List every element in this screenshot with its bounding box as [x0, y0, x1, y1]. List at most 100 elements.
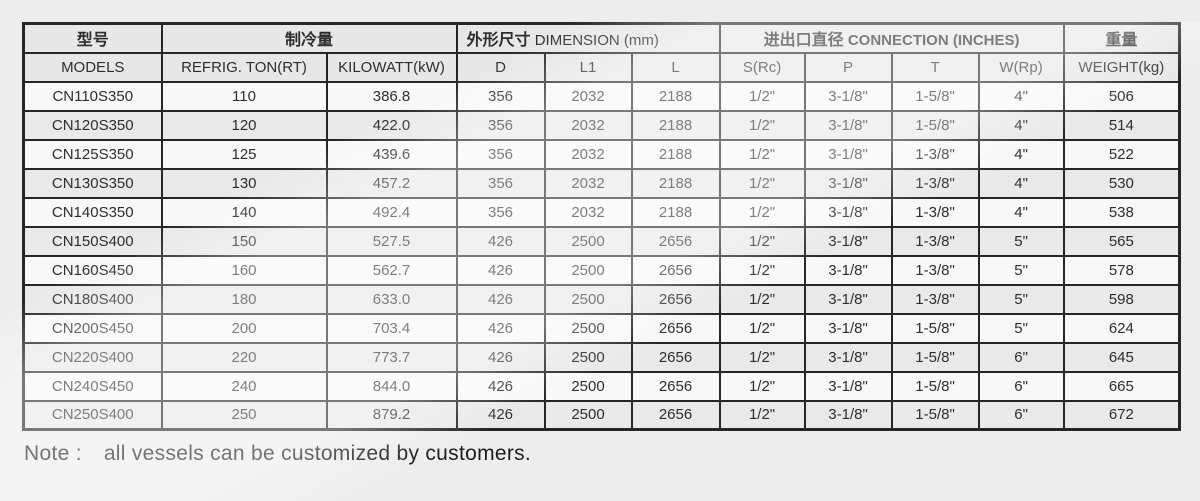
value-cell: 240 [160, 370, 328, 402]
value-cell: 633.0 [325, 283, 458, 315]
value-cell: 1/2" [718, 196, 806, 228]
table-row: CN130S350 130 457.2 356 2032 2188 1/2" 3-1/8" 1-… [22, 167, 1181, 199]
header-dimension-group: 外形尺寸 DIMENSION (mm) [455, 22, 721, 54]
value-cell: 2656 [630, 254, 721, 286]
model-cell: CN200S450 [22, 312, 163, 344]
value-cell: 492.4 [325, 196, 458, 228]
value-cell: 4" [977, 196, 1065, 228]
header-cooling-zh-label: 制冷量 [285, 32, 334, 50]
value-cell: 426 [455, 225, 546, 257]
model-cell: CN250S400 [22, 399, 163, 431]
value-cell: 2500 [543, 225, 633, 257]
value-cell: 1-5/8" [890, 399, 980, 431]
value-cell: 527.5 [325, 225, 458, 257]
col-weight-kg: WEIGHT(kg) [1062, 51, 1181, 83]
value-cell: 356 [455, 109, 546, 141]
value-cell: 1-5/8" [890, 109, 980, 141]
model-cell: CN130S350 [22, 167, 163, 199]
value-cell: 1-3/8" [890, 196, 980, 228]
value-cell: 1-5/8" [890, 312, 980, 344]
value-cell: 5" [977, 254, 1065, 286]
value-cell: 3-1/8" [803, 225, 893, 257]
value-cell: 1/2" [718, 109, 806, 141]
value-cell: 250 [160, 399, 328, 431]
value-cell: 2656 [630, 312, 721, 344]
value-cell: 426 [455, 283, 546, 315]
value-cell: 2656 [630, 370, 721, 402]
value-cell: 530 [1062, 167, 1181, 199]
model-cell: CN110S350 [22, 80, 163, 112]
value-cell: 2032 [543, 196, 633, 228]
value-cell: 1-3/8" [890, 283, 980, 315]
value-cell: 2656 [630, 225, 721, 257]
model-cell: CN180S400 [22, 283, 163, 315]
model-cell: CN125S350 [22, 138, 163, 170]
model-cell: CN120S350 [22, 109, 163, 141]
header-dimension-zh-label: 外形尺寸 [466, 32, 531, 50]
value-cell: 356 [455, 196, 546, 228]
value-cell: 3-1/8" [803, 109, 893, 141]
value-cell: 1-3/8" [890, 138, 980, 170]
value-cell: 2188 [630, 109, 721, 141]
value-cell: 180 [160, 283, 328, 315]
value-cell: 506 [1062, 80, 1181, 112]
value-cell: 2500 [543, 399, 633, 431]
table-row: CN180S400 180 633.0 426 2500 2656 1/2" 3-1/8" 1-… [22, 283, 1181, 315]
value-cell: 624 [1062, 312, 1181, 344]
value-cell: 1-3/8" [890, 167, 980, 199]
value-cell: 2032 [543, 167, 633, 199]
table-row: CN240S450 240 844.0 426 2500 2656 1/2" 3-1/8" 1-… [22, 370, 1181, 402]
table-row: CN140S350 140 492.4 356 2032 2188 1/2" 3-1/8" 1-… [22, 196, 1181, 228]
value-cell: 386.8 [325, 80, 458, 112]
value-cell: 3-1/8" [803, 399, 893, 431]
value-cell: 1/2" [718, 167, 806, 199]
value-cell: 1/2" [718, 225, 806, 257]
table-row: CN120S350 120 422.0 356 2032 2188 1/2" 3-1/8" 1-… [22, 109, 1181, 141]
value-cell: 426 [455, 312, 546, 344]
value-cell: 1/2" [718, 138, 806, 170]
product-spec-table: 型号 制冷量 外形尺寸 DIMENSION (mm) 进出口直径 CONNECT… [22, 22, 1182, 431]
value-cell: 4" [977, 138, 1065, 170]
value-cell: 1/2" [718, 80, 806, 112]
model-cell: CN220S400 [22, 341, 163, 373]
col-l1: L1 [543, 51, 633, 83]
value-cell: 1/2" [718, 399, 806, 431]
value-cell: 2656 [630, 283, 721, 315]
value-cell: 3-1/8" [803, 370, 893, 402]
header-cooling-group: 制冷量 [160, 22, 458, 54]
value-cell: 1/2" [718, 283, 806, 315]
value-cell: 598 [1062, 283, 1181, 315]
table-body: CN110S350 110 386.8 356 2032 2188 1/2" 3-1/8" 1-… [22, 80, 1181, 431]
value-cell: 5" [977, 225, 1065, 257]
table-row: CN220S400 220 773.7 426 2500 2656 1/2" 3-1/8" 1-… [22, 341, 1181, 373]
table-row: CN125S350 125 439.6 356 2032 2188 1/2" 3-1/8" 1-… [22, 138, 1181, 170]
value-cell: 1-3/8" [890, 254, 980, 286]
value-cell: 703.4 [325, 312, 458, 344]
col-w-rp: W(Rp) [977, 51, 1065, 83]
header-dimension-en-label: DIMENSION (mm) [534, 32, 659, 50]
value-cell: 2656 [630, 341, 721, 373]
value-cell: 3-1/8" [803, 341, 893, 373]
note-prefix: Note : [24, 442, 82, 465]
table-row: CN250S400 250 879.2 426 2500 2656 1/2" 3-1/8" 1-… [22, 399, 1181, 431]
value-cell: 120 [160, 109, 328, 141]
value-cell: 2500 [543, 283, 633, 315]
value-cell: 879.2 [325, 399, 458, 431]
value-cell: 200 [160, 312, 328, 344]
note-line: Note : all vessels can be customized by c… [24, 442, 1200, 466]
value-cell: 3-1/8" [803, 167, 893, 199]
value-cell: 578 [1062, 254, 1181, 286]
value-cell: 773.7 [325, 341, 458, 373]
value-cell: 1/2" [718, 341, 806, 373]
value-cell: 356 [455, 167, 546, 199]
value-cell: 4" [977, 109, 1065, 141]
model-cell: CN160S450 [22, 254, 163, 286]
value-cell: 2032 [543, 80, 633, 112]
col-d: D [455, 51, 546, 83]
model-cell: CN150S400 [22, 225, 163, 257]
value-cell: 160 [160, 254, 328, 286]
value-cell: 6" [977, 341, 1065, 373]
value-cell: 2188 [630, 167, 721, 199]
value-cell: 2500 [543, 254, 633, 286]
value-cell: 665 [1062, 370, 1181, 402]
